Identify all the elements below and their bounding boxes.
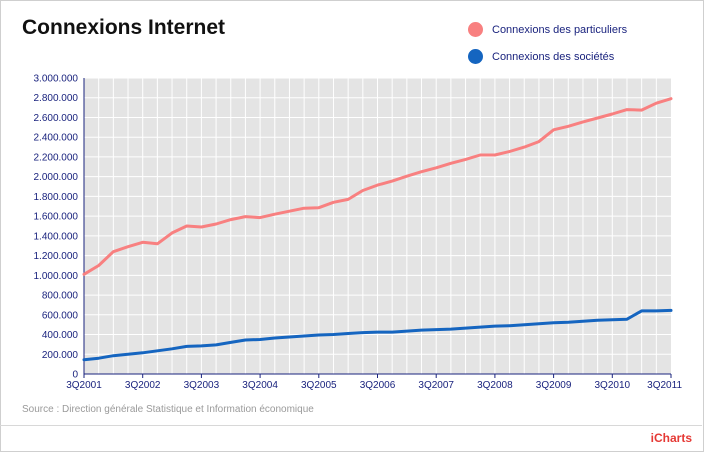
x-tick-label: 3Q2004	[242, 380, 278, 391]
footer-divider	[0, 425, 702, 426]
legend-label-societes: Connexions des sociétés	[492, 50, 615, 63]
x-tick-label: 3Q2011	[647, 380, 682, 391]
y-tick-label: 600.000	[42, 310, 79, 321]
y-tick-label: 200.000	[42, 350, 79, 361]
y-tick-label: 1.000.000	[34, 271, 79, 282]
y-tick-label: 1.400.000	[34, 231, 79, 242]
y-tick-label: 3.000.000	[34, 74, 79, 85]
source-note: Source : Direction générale Statistique …	[22, 404, 314, 415]
y-tick-label: 1.800.000	[34, 192, 79, 203]
x-tick-label: 3Q2007	[418, 380, 454, 391]
x-tick-label: 3Q2010	[595, 380, 631, 391]
legend-item-societes: Connexions des sociétés	[468, 49, 614, 64]
x-tick-label: 3Q2009	[536, 380, 572, 391]
brand-logo: iCharts	[650, 431, 692, 445]
legend-item-particuliers: Connexions des particuliers	[468, 22, 627, 37]
series-line-particuliers	[82, 97, 673, 276]
y-tick-label: 2.000.000	[34, 172, 79, 183]
x-tick-label: 3Q2005	[301, 380, 337, 391]
x-tick-label: 3Q2006	[360, 380, 396, 391]
legend-swatch-particuliers	[468, 22, 483, 37]
chart-title: Connexions Internet	[22, 16, 226, 39]
y-tick-label: 2.800.000	[34, 93, 79, 104]
y-tick-label: 800.000	[42, 291, 79, 302]
x-tick-label: 3Q2001	[66, 380, 102, 391]
y-tick-label: 1.200.000	[34, 251, 79, 262]
x-tick-label: 3Q2003	[184, 380, 220, 391]
y-tick-label: 2.600.000	[34, 113, 79, 124]
y-tick-label: 2.400.000	[34, 133, 79, 144]
y-tick-label: 400.000	[42, 330, 79, 341]
x-tick-label: 3Q2008	[477, 380, 513, 391]
y-tick-label: 0	[72, 370, 78, 381]
x-tick-label: 3Q2002	[125, 380, 161, 391]
y-tick-label: 2.200.000	[34, 152, 79, 163]
series-line-societes	[82, 308, 673, 362]
y-tick-label: 1.600.000	[34, 212, 79, 223]
legend-label-particuliers: Connexions des particuliers	[492, 23, 628, 36]
legend-swatch-societes	[468, 49, 483, 64]
